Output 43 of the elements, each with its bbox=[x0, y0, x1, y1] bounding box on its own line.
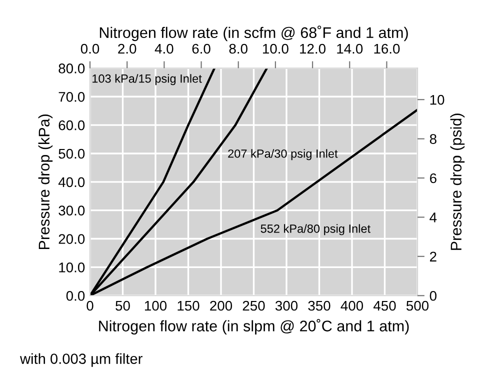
y-tick-label: 30.0 bbox=[58, 206, 85, 216]
y-axis-title: Pressure drop (kPa) bbox=[38, 114, 53, 250]
y2-tick-label: 10 bbox=[430, 94, 444, 105]
x2-axis-title: Nitrogen flow rate (in scfm @ 68˚F and 1 atm) bbox=[100, 26, 408, 42]
y-tick-label: 80.0 bbox=[58, 64, 85, 74]
y-tick-label: 50.0 bbox=[58, 148, 85, 159]
x2-tick-label: 12.0 bbox=[300, 44, 326, 54]
y2-tick-label: 6 bbox=[430, 173, 436, 184]
x2-tick-label: 16.0 bbox=[374, 44, 400, 54]
x-tick-label: 450 bbox=[373, 300, 396, 311]
y-tick-label: 40.0 bbox=[58, 177, 85, 188]
x-tick-label: 50 bbox=[116, 300, 130, 311]
series-label: 103 kPa/15 psig Inlet bbox=[92, 74, 202, 86]
x2-tick-label: 2.0 bbox=[118, 44, 136, 54]
y-tick-label: 70.0 bbox=[58, 92, 85, 102]
x-tick-label: 150 bbox=[178, 300, 200, 311]
y-tick-label: 20.0 bbox=[58, 234, 85, 244]
x-tick-label: 100 bbox=[144, 300, 167, 311]
x-tick-label: 350 bbox=[308, 300, 330, 311]
text: with 0.003 µm filter bbox=[20, 353, 142, 367]
x2-tick-label: 14.0 bbox=[337, 44, 363, 54]
x-tick-label: 500 bbox=[406, 300, 429, 311]
y-tick-label: 60.0 bbox=[58, 120, 85, 130]
x-tick-label: 250 bbox=[242, 300, 265, 311]
y2-tick-label: 0 bbox=[430, 290, 436, 301]
y-tick-label: 10.0 bbox=[59, 262, 85, 272]
y2-tick-label: 4 bbox=[430, 212, 437, 222]
y-tick-label: 0.0 bbox=[66, 290, 85, 301]
y2-tick-label: 2 bbox=[430, 252, 436, 262]
x-axis-title: Nitrogen flow rate (in slpm @ 20˚C and 1 atm) bbox=[99, 318, 409, 334]
x2-tick-label: 8.0 bbox=[229, 44, 248, 54]
x2-tick-label: 0.0 bbox=[80, 44, 100, 54]
x2-tick-label: 6.0 bbox=[192, 44, 210, 54]
x2-tick-label: 4.0 bbox=[154, 44, 174, 54]
y2-tick-label: 8 bbox=[430, 134, 436, 144]
series-label: 552 kPa/80 psig Inlet bbox=[260, 224, 370, 236]
y2-axis-title: Pressure drop (psid) bbox=[450, 114, 465, 250]
x2-tick-label: 10.0 bbox=[262, 44, 288, 54]
x-tick-label: 300 bbox=[275, 300, 298, 311]
x-tick-label: 400 bbox=[340, 300, 364, 311]
x-tick-label: 0 bbox=[86, 300, 94, 311]
x-tick-label: 200 bbox=[210, 300, 232, 311]
series-label: 207 kPa/30 psig Inlet bbox=[228, 149, 338, 160]
